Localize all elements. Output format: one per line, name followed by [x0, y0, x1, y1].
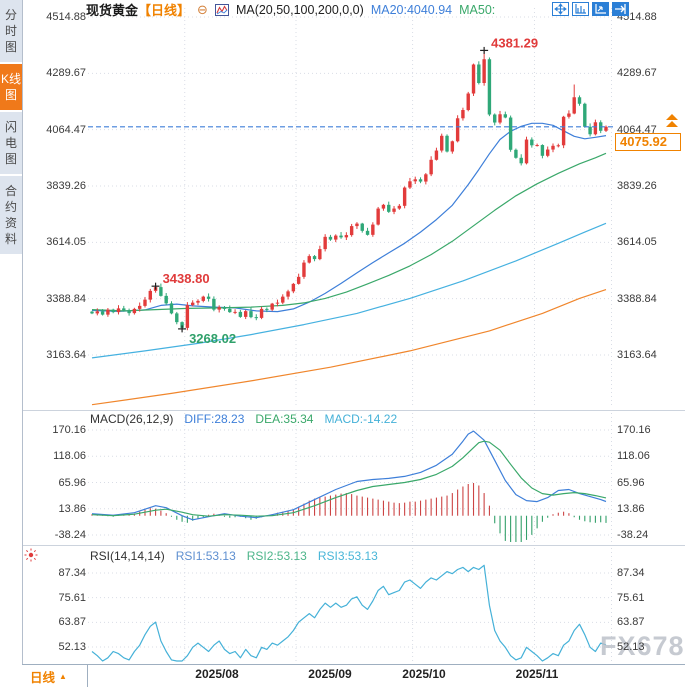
- sidebar-tab-time-chart[interactable]: 分时图: [0, 0, 22, 62]
- rsi-layer: [91, 564, 607, 662]
- pane-divider-macd-rsi[interactable]: [22, 545, 685, 546]
- y-axis-label: 52.13: [58, 641, 86, 653]
- ma-line-ma100: [91, 222, 607, 359]
- watermark: FX678: [600, 631, 685, 661]
- price-annotation: 3438.80: [163, 271, 210, 286]
- y-axis-label: 4514.88: [46, 11, 86, 23]
- y-axis-label: 4289.67: [46, 67, 86, 80]
- y-axis-label: 4064.47: [46, 123, 86, 136]
- pane-divider-main-macd[interactable]: [22, 410, 685, 411]
- ma-line-ma50: [91, 152, 607, 312]
- indicator-alert-icon[interactable]: [24, 548, 38, 562]
- y-axis-label: 13.86: [617, 502, 645, 515]
- current-price-value: 4075.92: [620, 134, 667, 149]
- go-to-latest-icon[interactable]: [612, 2, 629, 16]
- y-axis-label: 3163.64: [617, 349, 657, 361]
- y-axis-label: 3163.64: [46, 349, 86, 361]
- y-axis-label: 3614.05: [617, 236, 657, 249]
- macd-layer: [91, 430, 607, 542]
- price-up-arrow-icon: [666, 114, 678, 127]
- symbol-title: 现货黄金: [86, 3, 139, 18]
- sidebar-tab-kline-chart[interactable]: K线图: [0, 64, 22, 110]
- macd-settings-label: MACD(26,12,9): [90, 412, 174, 426]
- rsi-settings-label: RSI(14,14,14): [90, 549, 165, 563]
- bottom-bar: 日线 ▲: [22, 664, 685, 687]
- chart-toolbar: [552, 2, 629, 16]
- y-axis-label: 118.06: [617, 450, 650, 463]
- y-axis-label: -38.24: [617, 529, 649, 541]
- ma-line-ma200: [91, 289, 607, 406]
- x-axis-label: 2025/09: [308, 667, 352, 681]
- price-annotation: 4381.29: [491, 35, 538, 50]
- sidebar: 分时图 K线图 闪电图 合约资料: [0, 0, 23, 664]
- ma-line-ma20: [91, 122, 607, 313]
- y-axis-label: 87.34: [617, 567, 645, 579]
- y-axis-label: 4064.47: [617, 123, 657, 136]
- indicator-chart-icon[interactable]: [214, 3, 229, 16]
- sidebar-tab-lightning-chart[interactable]: 闪电图: [0, 112, 22, 174]
- y-axis-label: 75.61: [617, 591, 645, 604]
- y-axis-label: 3614.05: [46, 236, 86, 249]
- sidebar-tab-contract-info[interactable]: 合约资料: [0, 176, 22, 254]
- macd-header: MACD(26,12,9) DIFF:28.23 DEA:35.34 MACD:…: [90, 412, 397, 426]
- y-axis-label: 63.87: [617, 616, 645, 629]
- gridlines-layer: [88, 8, 612, 661]
- rsi1-value: RSI1:53.13: [175, 549, 236, 563]
- collapse-icon[interactable]: ⊖: [197, 2, 208, 17]
- period-selector-label: 日线: [30, 670, 56, 685]
- y-axis-label: 87.34: [58, 567, 86, 579]
- crosshair-tool-icon[interactable]: [552, 2, 569, 16]
- chevron-up-icon: ▲: [59, 671, 67, 681]
- current-price-marker: 4075.92: [615, 133, 681, 151]
- y-axis-label: 75.61: [58, 591, 86, 604]
- y-axis-label: 118.06: [53, 450, 86, 463]
- chart-header: 现货黄金 【日线】 ⊖ MA(20,50,100,200,0,0) MA20:4…: [86, 1, 496, 19]
- y-axis-label: -38.24: [54, 529, 86, 541]
- y-axis-label: 3839.26: [617, 180, 657, 192]
- y-axis-label: 170.16: [52, 424, 86, 436]
- ma50-value: MA50:: [459, 2, 496, 17]
- y-axis-label: 65.96: [617, 476, 645, 489]
- ma-settings-label: MA(20,50,100,200,0,0): [235, 2, 364, 17]
- rsi-header: RSI(14,14,14) RSI1:53.13 RSI2:53.13 RSI3…: [90, 549, 378, 563]
- candles-layer: [90, 50, 608, 331]
- y-axis-label: 63.87: [58, 616, 86, 629]
- y-axis-label: 4289.67: [617, 67, 657, 80]
- y-axis-label: 65.96: [58, 476, 86, 489]
- ma-lines-layer: [91, 122, 607, 406]
- x-axis-label: 2025/08: [195, 667, 239, 681]
- price-annotation: 3268.02: [189, 331, 236, 346]
- rsi3-value: RSI3:53.13: [317, 549, 378, 563]
- x-axis-label: 2025/10: [402, 667, 446, 681]
- y-axis-label: 52.13: [617, 641, 645, 653]
- y-axis-label: 170.16: [617, 424, 651, 436]
- y-axis-label: 13.86: [58, 502, 86, 515]
- period-label: 【日线】: [138, 3, 191, 18]
- y-axis-label: 3388.84: [46, 292, 86, 305]
- rsi2-value: RSI2:53.13: [246, 549, 307, 563]
- ma20-value: MA20:4040.94: [370, 2, 453, 17]
- axis-scale-icon[interactable]: [572, 2, 589, 16]
- y-axis-label: 3388.84: [617, 292, 657, 305]
- period-selector[interactable]: 日线 ▲: [22, 665, 88, 687]
- y-axis-label: 3839.26: [46, 180, 86, 192]
- macd-dea-value: DEA:35.34: [255, 412, 314, 426]
- fit-chart-icon[interactable]: [592, 2, 609, 16]
- annotations-layer: 4381.29 3438.80 3268.02: [151, 35, 538, 346]
- macd-value: MACD:-14.22: [324, 412, 398, 426]
- x-axis-label: 2025/11: [515, 667, 559, 681]
- macd-diff-value: DIFF:28.23: [184, 412, 245, 426]
